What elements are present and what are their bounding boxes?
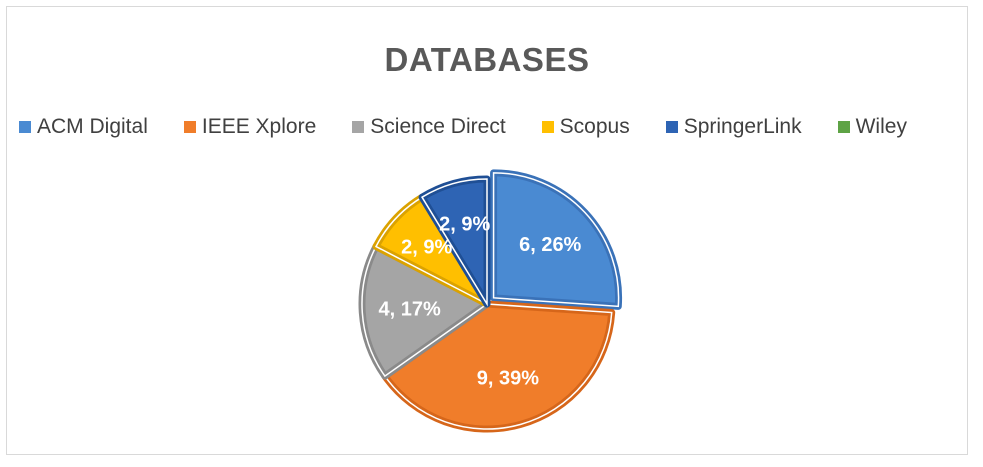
- pie-slice-separator: [361, 245, 489, 378]
- data-label: 6, 26%: [519, 234, 581, 256]
- legend-swatch: [665, 121, 678, 133]
- legend-swatch: [19, 121, 31, 133]
- legend-label: Scopus: [559, 115, 630, 138]
- chart-title: DATABASES: [384, 41, 590, 78]
- legend-swatch: [183, 121, 196, 133]
- data-label: 2, 9%: [439, 214, 490, 236]
- legend-label: Science Direct: [370, 115, 506, 138]
- pie-slice-separator: [492, 172, 620, 308]
- legend-swatch: [541, 121, 554, 133]
- data-label: 2, 9%: [401, 237, 452, 259]
- legend-item: Scopus: [541, 115, 630, 139]
- data-label: 4, 17%: [379, 298, 441, 320]
- data-label: 9, 39%: [477, 368, 539, 390]
- legend-item: SpringerLink: [665, 115, 802, 139]
- pie-slice-separator: [421, 178, 488, 307]
- legend-item: Wiley: [837, 115, 907, 139]
- legend-label: SpringerLink: [683, 115, 802, 138]
- pie-slice-separator: [383, 303, 613, 430]
- legend-label: ACM Digital: [37, 115, 148, 138]
- legend-swatch: [352, 121, 365, 133]
- legend-item: Science Direct: [352, 115, 506, 139]
- legend-label: Wiley: [855, 115, 907, 138]
- legend-swatch: [837, 121, 850, 133]
- legend: ACM Digital IEEE Xplore Science Direct Scop…: [19, 115, 969, 139]
- legend-item: ACM Digital: [19, 115, 148, 139]
- legend-item: IEEE Xplore: [183, 115, 317, 139]
- legend-label: IEEE Xplore: [201, 115, 317, 138]
